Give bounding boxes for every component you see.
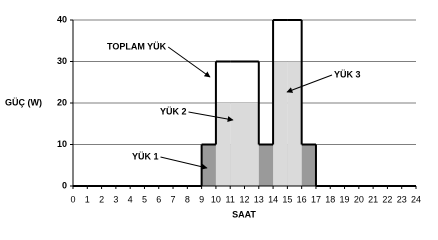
series-annotation: YÜK 1 [132, 151, 159, 161]
x-tick-label: 20 [354, 194, 364, 204]
y-tick-label: 20 [57, 97, 67, 107]
load-bar [287, 61, 302, 186]
x-tick-label: 0 [70, 194, 75, 204]
x-tick-label: 5 [142, 194, 147, 204]
load-bar [244, 103, 259, 186]
x-tick-label: 7 [171, 194, 176, 204]
y-tick-label: 10 [57, 139, 67, 149]
x-tick-label: 12 [239, 194, 249, 204]
x-tick-label: 19 [340, 194, 350, 204]
load-bar [258, 144, 274, 186]
x-tick-label: 15 [282, 194, 292, 204]
x-tick-label: 11 [226, 194, 235, 204]
series-annotation: YÜK 2 [160, 106, 187, 116]
y-tick-label: 0 [62, 180, 67, 190]
x-tick-label: 10 [211, 194, 221, 204]
x-tick-label: 23 [397, 194, 407, 204]
x-tick-label: 16 [297, 194, 307, 204]
load-bar [301, 144, 316, 186]
x-tick-label: 8 [185, 194, 190, 204]
load-bar [273, 61, 288, 186]
annotation-arrow [188, 111, 234, 122]
series-annotation: YÜK 3 [334, 69, 361, 79]
x-tick-label: 13 [254, 194, 264, 204]
x-tick-label: 21 [368, 194, 378, 204]
load-bar [215, 103, 231, 186]
x-tick-label: 18 [325, 194, 335, 204]
x-tick-label: 1 [85, 194, 90, 204]
annotation-arrow [286, 74, 333, 93]
x-tick-label: 3 [113, 194, 118, 204]
load-bar [230, 103, 245, 186]
x-tick-label: 22 [382, 194, 392, 204]
x-tick-label: 2 [99, 194, 104, 204]
y-tick-label: 40 [57, 14, 67, 24]
annotation-arrow [160, 156, 208, 170]
y-tick-label: 30 [57, 56, 67, 66]
x-tick-label: 9 [199, 194, 204, 204]
y-axis-label: GÜÇ (W) [5, 97, 42, 107]
x-axis-label: SAAT [232, 209, 256, 219]
series-annotation: TOPLAM YÜK [107, 41, 167, 51]
load-bar [201, 144, 216, 186]
x-tick-label: 4 [128, 194, 133, 204]
x-tick-label: 6 [156, 194, 161, 204]
annotation-arrow [167, 46, 211, 78]
x-tick-label: 17 [311, 194, 321, 204]
x-tick-label: 24 [411, 194, 421, 204]
x-tick-label: 14 [268, 194, 278, 204]
